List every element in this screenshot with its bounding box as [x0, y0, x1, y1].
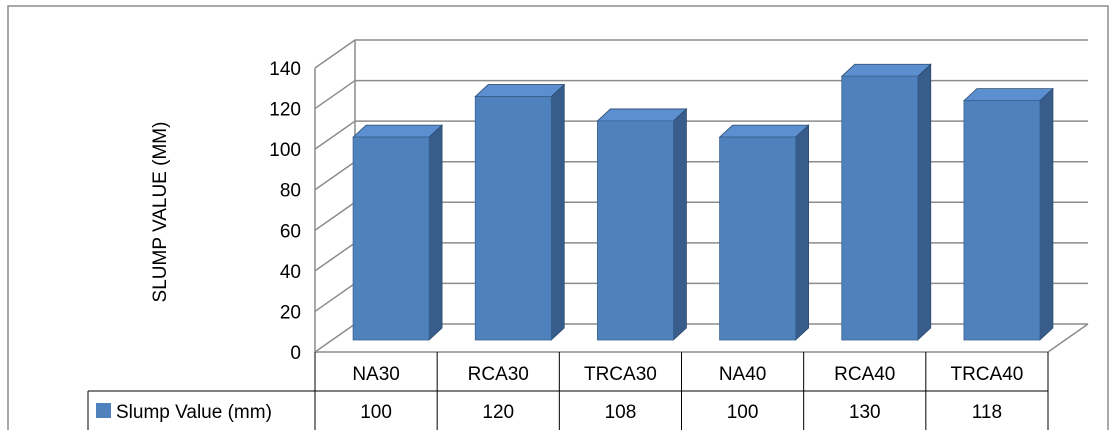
data-label: 100: [727, 402, 759, 423]
category-label: TRCA40: [950, 364, 1023, 385]
data-label: 108: [605, 402, 637, 423]
y-axis-title: SLUMP VALUE (MM): [150, 122, 171, 303]
bar-front: [963, 100, 1041, 341]
bar-top: [596, 108, 688, 122]
y-tick-label: 40: [280, 262, 301, 283]
bar-top: [718, 124, 810, 138]
data-label: 130: [849, 402, 881, 423]
bar-top: [352, 124, 444, 138]
bar-side: [795, 124, 809, 341]
bar-side: [917, 63, 932, 341]
data-label: 100: [360, 402, 392, 423]
data-label: 120: [482, 402, 514, 423]
bar-top: [962, 88, 1054, 102]
bar-side: [673, 108, 687, 341]
bar-NA40: [718, 124, 810, 341]
category-label: RCA40: [834, 364, 895, 385]
bar-RCA40: [840, 63, 932, 341]
y-tick-label: 140: [269, 59, 301, 80]
bar-side: [428, 124, 443, 341]
category-label: NA30: [352, 364, 400, 385]
y-tick-label: 0: [290, 343, 301, 364]
y-tick-label: 60: [280, 221, 301, 242]
y-tick-label: 20: [280, 302, 301, 323]
bar-front: [841, 75, 919, 341]
bar-front: [352, 136, 430, 341]
bar-front: [597, 120, 674, 341]
bar-NA30: [352, 124, 444, 341]
y-tick-label: 100: [269, 140, 301, 161]
bar-front: [474, 96, 552, 341]
legend-label: Slump Value (mm): [116, 402, 272, 423]
data-table: NA30 100 RCA30 120 TRCA30 108 NA40 100 RCA40 130 T…: [87, 352, 1049, 430]
bar-top: [474, 84, 566, 97]
category-label: RCA30: [468, 364, 529, 385]
bars-layer: [352, 63, 1054, 341]
data-label: 118: [972, 402, 1002, 423]
bar-side: [550, 83, 565, 341]
bar-RCA30: [474, 83, 566, 341]
legend-swatch: [96, 403, 111, 418]
category-label: NA40: [719, 364, 767, 385]
axis-layer: 0 20 40 60 80 100 120 140: [269, 59, 301, 364]
bar-TRCA40: [962, 87, 1054, 341]
y-tick-label: 80: [280, 181, 301, 202]
bar-top: [840, 63, 932, 77]
bar-TRCA30: [596, 108, 688, 341]
bar-front: [719, 136, 796, 341]
y-tick-label: 120: [269, 100, 301, 121]
category-label: TRCA30: [584, 364, 657, 385]
gridline: [314, 39, 1088, 69]
bar-side: [1039, 87, 1054, 341]
